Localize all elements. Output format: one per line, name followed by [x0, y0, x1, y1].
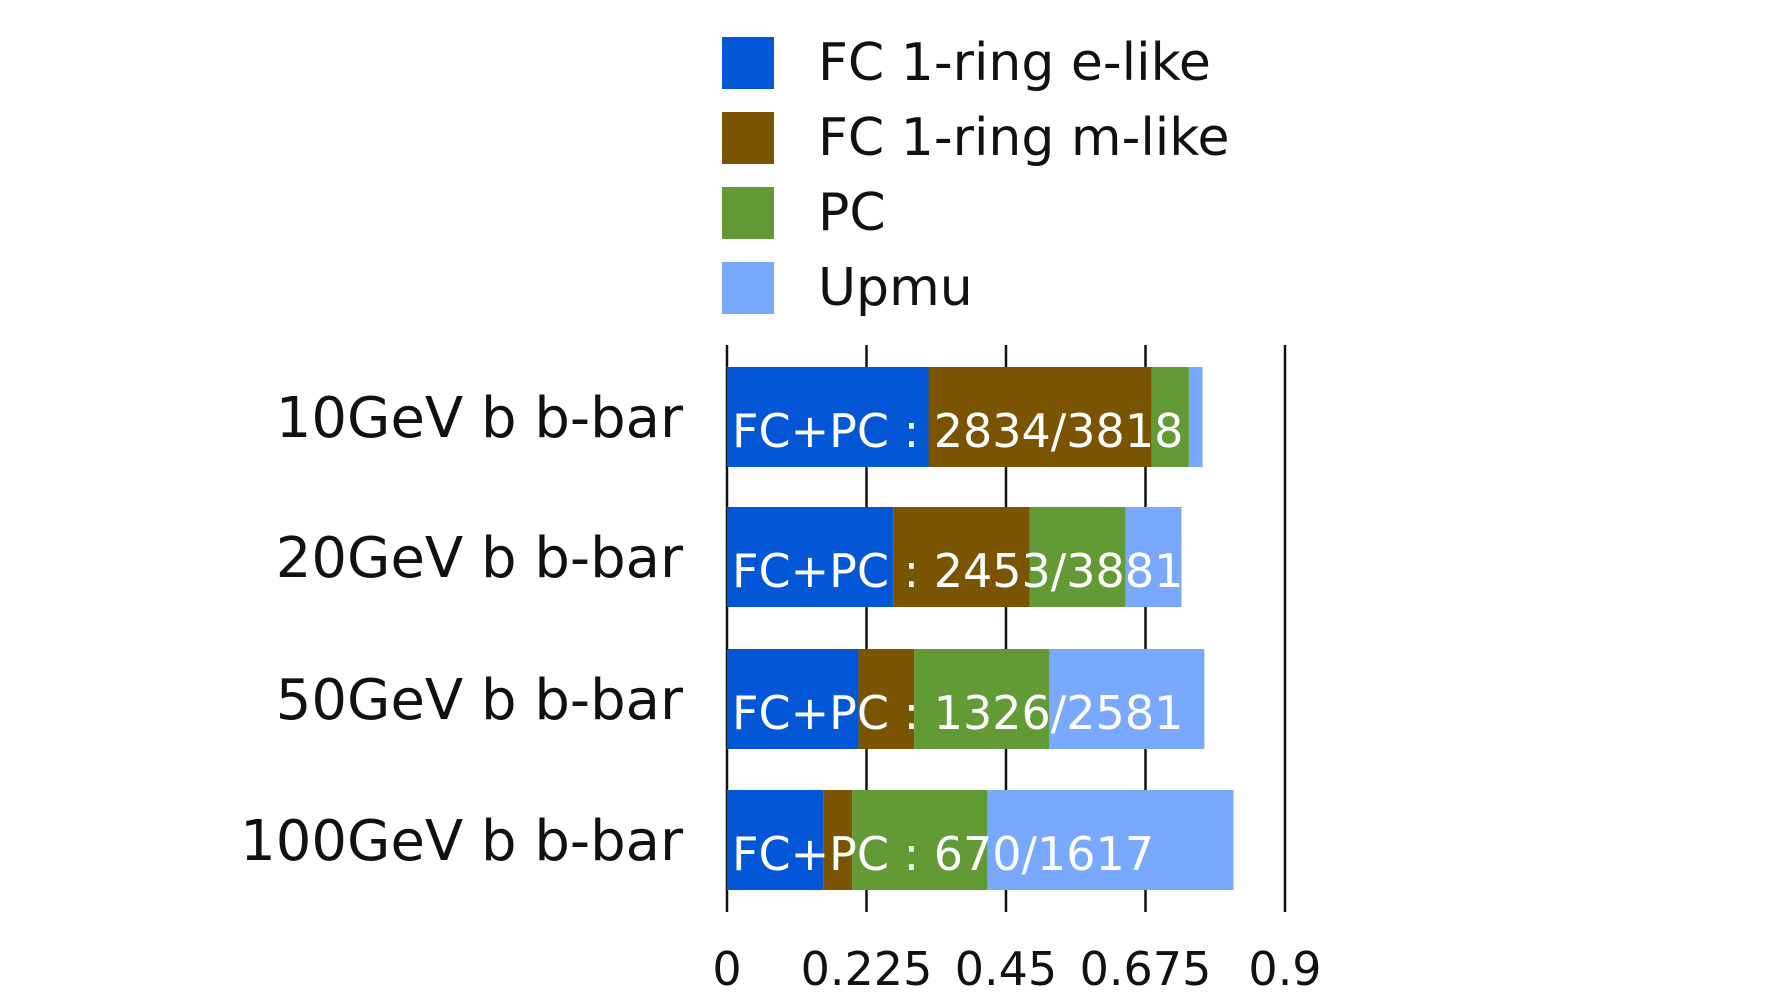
legend-label: FC 1-ring e-like — [818, 33, 1211, 93]
bar-segment — [858, 649, 915, 749]
category-label: 20GeV b b-bar — [276, 526, 684, 591]
x-tick-label: 0.225 — [801, 942, 933, 996]
legend: FC 1-ring e-like FC 1-ring m-like PC Upmu — [722, 33, 1229, 318]
bar-annotation: FC+PC : 2834/3818 — [732, 404, 1183, 458]
bar-segment — [727, 367, 929, 467]
bar-segment — [1151, 367, 1189, 467]
x-tick-label: 0.45 — [955, 942, 1057, 996]
bar-segment — [914, 649, 1050, 749]
x-tick-label: 0.675 — [1080, 942, 1212, 996]
x-tick-labels: 0 0.225 0.45 0.675 0.9 — [712, 942, 1321, 996]
bars — [727, 367, 1234, 890]
legend-label: PC — [818, 183, 886, 243]
bar-annotations: FC+PC : 2834/3818 FC+PC : 2453/3881 FC+PC … — [732, 404, 1183, 881]
bar-segment — [1029, 507, 1126, 607]
bar-segment — [727, 649, 859, 749]
bar-segment — [893, 507, 1030, 607]
bar-segment — [1049, 649, 1205, 749]
bar-annotation: FC+PC : 1326/2581 — [732, 686, 1183, 740]
legend-label: FC 1-ring m-like — [818, 108, 1229, 168]
bar-segment — [852, 790, 988, 890]
legend-swatch — [722, 37, 774, 89]
legend-swatch — [722, 262, 774, 314]
category-label: 100GeV b b-bar — [240, 809, 684, 874]
legend-swatch — [722, 187, 774, 239]
bar-segment — [928, 367, 1152, 467]
bar-segment — [1188, 367, 1203, 467]
bar-annotation: FC+PC : 2453/3881 — [732, 544, 1183, 598]
x-tick-label: 0.9 — [1248, 942, 1321, 996]
category-labels: 10GeV b b-bar 20GeV b b-bar 50GeV b b-bar 1… — [240, 386, 684, 874]
bar-segment — [727, 507, 894, 607]
bar-segment — [727, 790, 824, 890]
x-tick-label: 0 — [712, 942, 741, 996]
bar-segment — [823, 790, 853, 890]
category-label: 10GeV b b-bar — [276, 386, 684, 451]
legend-label: Upmu — [818, 258, 973, 318]
bar-annotation: FC+PC : 670/1617 — [732, 827, 1154, 881]
bar-segment — [987, 790, 1234, 890]
bar-segment — [1125, 507, 1182, 607]
legend-swatch — [722, 112, 774, 164]
category-label: 50GeV b b-bar — [276, 668, 684, 733]
